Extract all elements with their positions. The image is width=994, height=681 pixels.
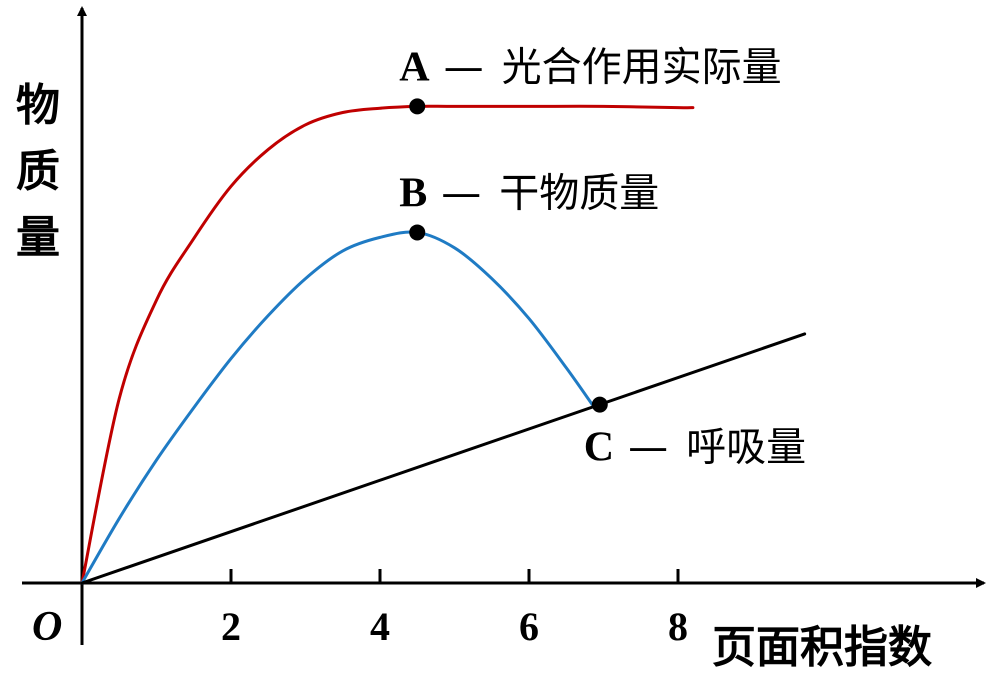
x-tick-label: 8 — [668, 604, 688, 649]
series-line-1 — [80, 230, 594, 585]
point-letter: B — [399, 170, 427, 216]
series-group — [80, 104, 807, 585]
point-dash: — — [444, 44, 484, 90]
point-text: 光合作用实际量 — [502, 44, 782, 90]
x-tick-label: 2 — [221, 604, 241, 649]
x-tick-label: 6 — [519, 604, 539, 649]
point-marker-c — [591, 396, 608, 413]
points-group: A — 光合作用实际量 B — 干物质量 C — 呼吸量 — [399, 44, 806, 470]
point-marker-a — [409, 98, 426, 115]
origin-label: O — [32, 604, 62, 650]
point-label-a: A — 光合作用实际量 — [399, 44, 781, 90]
y-axis-title: 物质量 — [16, 80, 60, 263]
point-text: 干物质量 — [499, 170, 659, 216]
point-label-b: B — 干物质量 — [399, 170, 659, 216]
point-letter: A — [399, 44, 430, 90]
x-axis-title: 页面积指数 — [712, 622, 932, 673]
point-dash: — — [441, 170, 481, 216]
series-line-0 — [80, 104, 695, 585]
point-letter: C — [584, 425, 614, 471]
point-marker-b — [409, 224, 426, 241]
point-dash: — — [628, 425, 668, 471]
x-ticks: 2 4 6 8 — [221, 569, 688, 649]
series-line-2 — [80, 332, 807, 585]
x-tick-label: 4 — [370, 604, 390, 649]
point-label-c: C — 呼吸量 — [584, 425, 806, 471]
point-text: 呼吸量 — [686, 425, 806, 471]
